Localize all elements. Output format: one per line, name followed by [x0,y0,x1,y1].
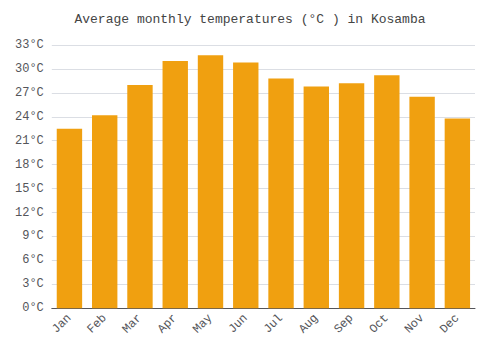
svg-text:Jul: Jul [261,311,286,336]
svg-text:Jan: Jan [49,311,74,336]
svg-text:12°C: 12°C [15,206,44,220]
svg-text:Dec: Dec [437,311,462,336]
svg-text:Mar: Mar [120,311,145,336]
svg-text:24°C: 24°C [15,110,44,124]
svg-text:Average monthly temperatures (: Average monthly temperatures (°C ) in Ko… [74,12,425,27]
svg-text:21°C: 21°C [15,134,44,148]
svg-text:18°C: 18°C [15,158,44,172]
svg-text:15°C: 15°C [15,182,44,196]
svg-text:0°C: 0°C [22,301,44,315]
svg-text:May: May [190,311,215,336]
svg-text:Jun: Jun [226,311,251,336]
svg-text:Feb: Feb [84,311,109,336]
svg-text:9°C: 9°C [22,229,44,243]
svg-text:3°C: 3°C [22,277,44,291]
svg-text:6°C: 6°C [22,253,44,267]
svg-text:27°C: 27°C [15,86,44,100]
svg-text:Aug: Aug [296,311,321,336]
svg-text:Apr: Apr [155,311,180,336]
svg-text:30°C: 30°C [15,62,44,76]
svg-text:Oct: Oct [367,311,392,336]
svg-text:Sep: Sep [331,311,356,336]
svg-text:Nov: Nov [402,311,427,336]
svg-text:33°C: 33°C [15,38,44,52]
